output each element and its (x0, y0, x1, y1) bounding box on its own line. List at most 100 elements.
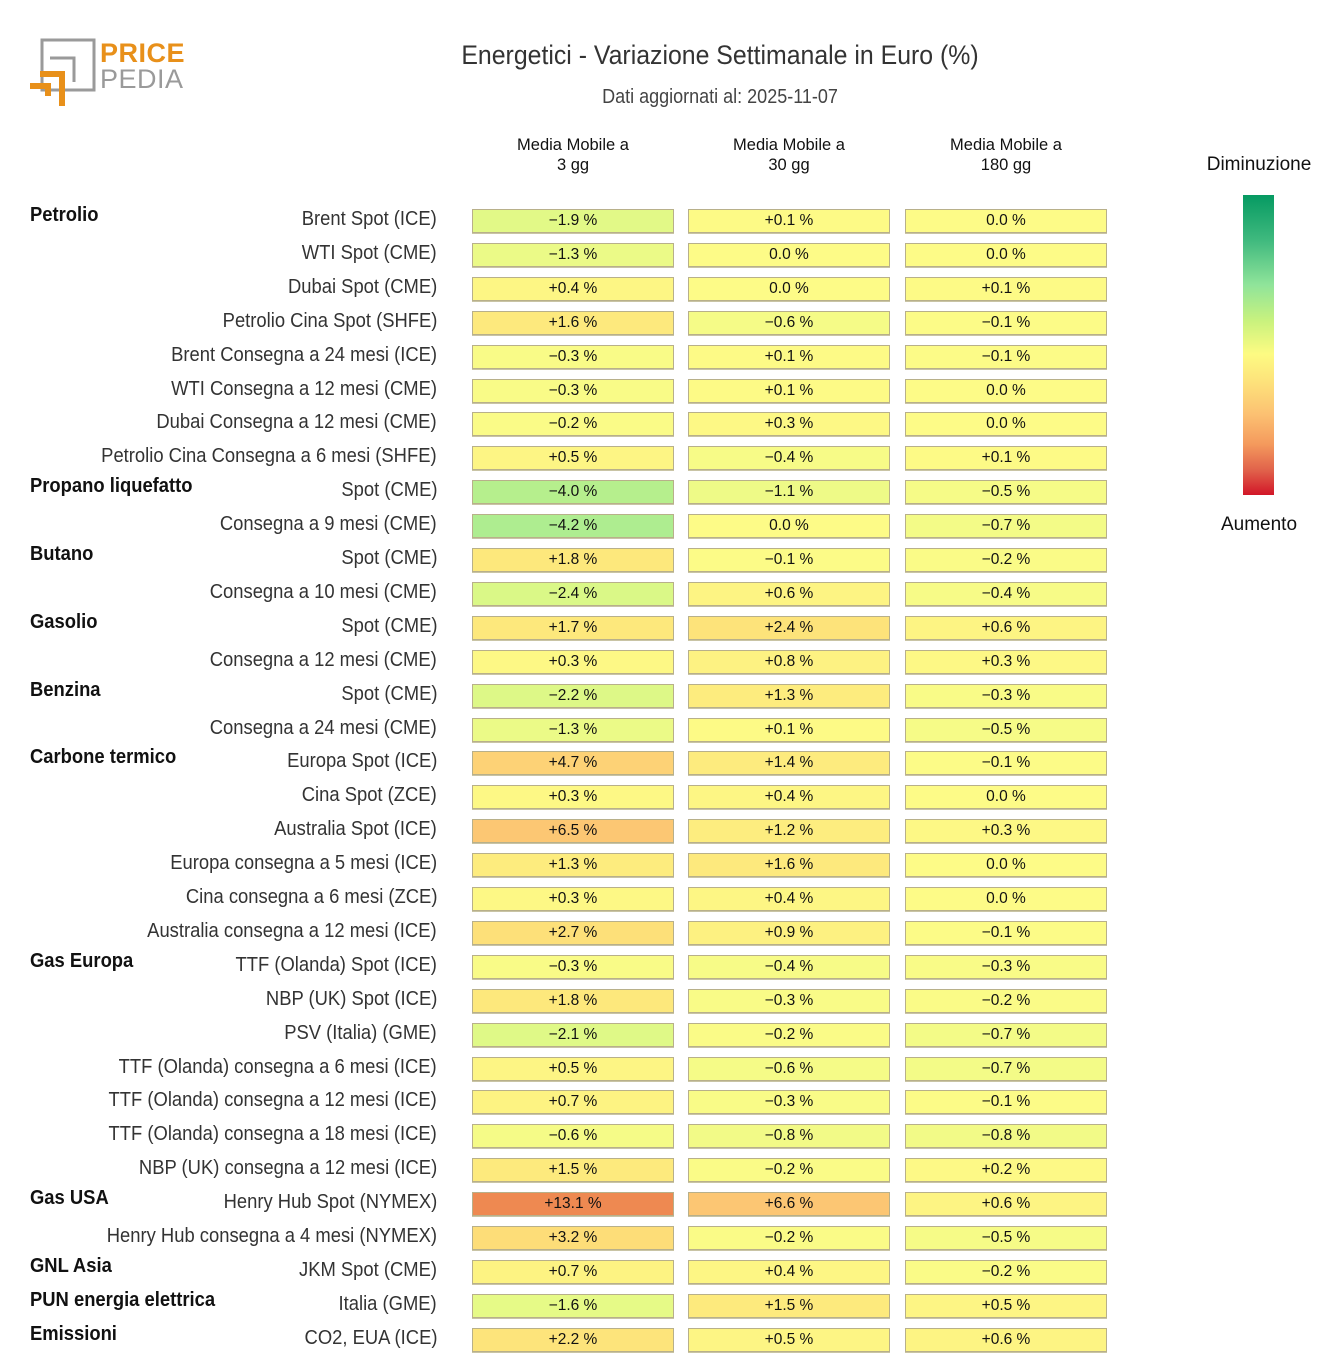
heatmap-cell: 0.0 % (905, 887, 1107, 911)
heatmap-cell: +0.1 % (905, 276, 1107, 301)
heatmap-cell: +0.2 % (905, 1158, 1107, 1183)
group-label: Gas USA (30, 1187, 109, 1210)
heatmap-cell: +1.6 % (472, 310, 674, 335)
heatmap-cell: +0.7 % (472, 1090, 674, 1115)
heatmap-cell: 0.0 % (688, 242, 890, 267)
row-label: Spot (CME) (340, 682, 437, 705)
heatmap-cell: 0.0 % (905, 378, 1107, 403)
row-label: TTF (Olanda) consegna a 18 mesi (ICE) (108, 1123, 437, 1146)
group-label: Benzina (30, 678, 101, 701)
row-label: TTF (Olanda) consegna a 12 mesi (ICE) (108, 1089, 437, 1112)
heatmap-cell: −0.3 % (688, 988, 890, 1013)
row-label: Spot (CME) (340, 479, 437, 502)
heatmap-cell: 0.0 % (905, 209, 1107, 233)
row-label: Consegna a 10 mesi (CME) (209, 580, 437, 603)
heatmap-cell: −0.3 % (472, 344, 674, 369)
heatmap-cell: +1.4 % (688, 751, 890, 776)
heatmap-cell: +0.4 % (688, 887, 890, 911)
heatmap-cell: +0.6 % (905, 615, 1107, 640)
heatmap-cell: +13.1 % (472, 1192, 674, 1217)
row-label: Consegna a 24 mesi (CME) (209, 716, 437, 739)
heatmap-cell: −0.2 % (905, 548, 1107, 572)
heatmap-cell: −0.4 % (688, 446, 890, 471)
heatmap-cell: +0.5 % (472, 1056, 674, 1081)
heatmap-cell: +4.7 % (472, 751, 674, 776)
heatmap-cell: +0.3 % (472, 785, 674, 810)
heatmap-cell: +0.9 % (688, 920, 890, 945)
heatmap-cell: +1.5 % (472, 1158, 674, 1183)
heatmap-cell: −1.3 % (472, 717, 674, 742)
heatmap-cell: 0.0 % (688, 276, 890, 301)
heatmap-cell: +0.6 % (688, 581, 890, 606)
heatmap-cell: −0.3 % (905, 954, 1107, 979)
heatmap-cell: −0.1 % (905, 751, 1107, 776)
heatmap-cell: −0.4 % (905, 581, 1107, 606)
logo-mark-icon (30, 38, 96, 106)
legend-top-label: Diminuzione (1206, 154, 1312, 175)
row-label: PSV (Italia) (GME) (284, 1021, 437, 1044)
heatmap-cell: 0.0 % (905, 412, 1107, 437)
heatmap-cell: +0.3 % (905, 819, 1107, 844)
group-label: Emissioni (30, 1322, 117, 1345)
heatmap-cell: 0.0 % (688, 514, 890, 539)
heatmap-cell: +0.6 % (905, 1327, 1107, 1352)
heatmap-cell: +0.5 % (472, 446, 674, 471)
heatmap-cell: −0.2 % (688, 1226, 890, 1250)
heatmap-cell: −0.3 % (472, 954, 674, 979)
color-scale-bar (1243, 195, 1274, 495)
pricepedia-logo: PRICE PEDIA (28, 36, 188, 111)
heatmap-cell: 0.0 % (905, 242, 1107, 267)
heatmap-cell: +0.7 % (472, 1259, 674, 1284)
heatmap-cell: +1.7 % (472, 615, 674, 640)
row-label: Consegna a 9 mesi (CME) (220, 513, 437, 536)
heatmap-cell: −1.1 % (688, 480, 890, 505)
column-header-3gg: Media Mobile a 3 gg (472, 135, 674, 175)
heatmap-cell: −0.2 % (688, 1022, 890, 1047)
heatmap-cell: −4.2 % (472, 514, 674, 539)
column-header-line1: Media Mobile a (517, 136, 629, 154)
heatmap-cell: +3.2 % (472, 1226, 674, 1250)
heatmap-cell: +0.6 % (905, 1192, 1107, 1217)
row-label: Australia Spot (ICE) (274, 818, 437, 841)
row-label: NBP (UK) Spot (ICE) (265, 987, 437, 1010)
group-label: Gas Europa (30, 949, 134, 972)
heatmap-cell: −0.2 % (905, 1259, 1107, 1284)
row-label: NBP (UK) consegna a 12 mesi (ICE) (138, 1157, 437, 1180)
row-label: Brent Spot (ICE) (302, 208, 437, 230)
row-label: TTF (Olanda) Spot (ICE) (235, 953, 437, 976)
heatmap-cell: −0.1 % (905, 344, 1107, 369)
heatmap-cell: +6.6 % (688, 1192, 890, 1217)
heatmap-cell: +0.5 % (905, 1293, 1107, 1318)
row-label: Italia (GME) (338, 1292, 437, 1315)
heatmap-cell: −0.3 % (472, 378, 674, 403)
heatmap-cell: 0.0 % (905, 853, 1107, 878)
heatmap-cell: −0.8 % (905, 1124, 1107, 1149)
row-label: Brent Consegna a 24 mesi (ICE) (171, 343, 437, 366)
logo-text-pedia: PEDIA (100, 64, 184, 94)
row-label: Dubai Spot (CME) (287, 275, 437, 298)
heatmap-cell: −0.6 % (688, 1056, 890, 1081)
heatmap-cell: +0.1 % (688, 378, 890, 403)
heatmap-cell: +2.2 % (472, 1327, 674, 1352)
heatmap-cell: +0.1 % (688, 717, 890, 742)
heatmap-cell: −0.2 % (472, 412, 674, 437)
heatmap-cell: −1.9 % (472, 209, 674, 233)
row-label: Petrolio Cina Consegna a 6 mesi (SHFE) (101, 445, 437, 468)
heatmap-cell: −0.4 % (688, 954, 890, 979)
heatmap-cell: +0.4 % (688, 785, 890, 810)
group-label: Butano (30, 543, 94, 565)
row-label: Henry Hub consegna a 4 mesi (NYMEX) (106, 1225, 437, 1247)
row-label: Australia consegna a 12 mesi (ICE) (147, 919, 437, 942)
heatmap-cell: +1.8 % (472, 548, 674, 572)
heatmap-cell: +1.3 % (472, 853, 674, 878)
row-label: Henry Hub Spot (NYMEX) (223, 1191, 437, 1214)
group-label: Petrolio (30, 204, 99, 226)
row-label: Dubai Consegna a 12 mesi (CME) (156, 411, 437, 434)
heatmap-cell: −0.1 % (688, 548, 890, 572)
heatmap-cell: −0.8 % (688, 1124, 890, 1149)
heatmap-cell: −2.4 % (472, 581, 674, 606)
column-header-line1: Media Mobile a (733, 136, 845, 154)
logo-text-price: PRICE (100, 38, 186, 68)
heatmap-cell: +0.1 % (688, 344, 890, 369)
column-header-180gg: Media Mobile a 180 gg (905, 135, 1107, 175)
